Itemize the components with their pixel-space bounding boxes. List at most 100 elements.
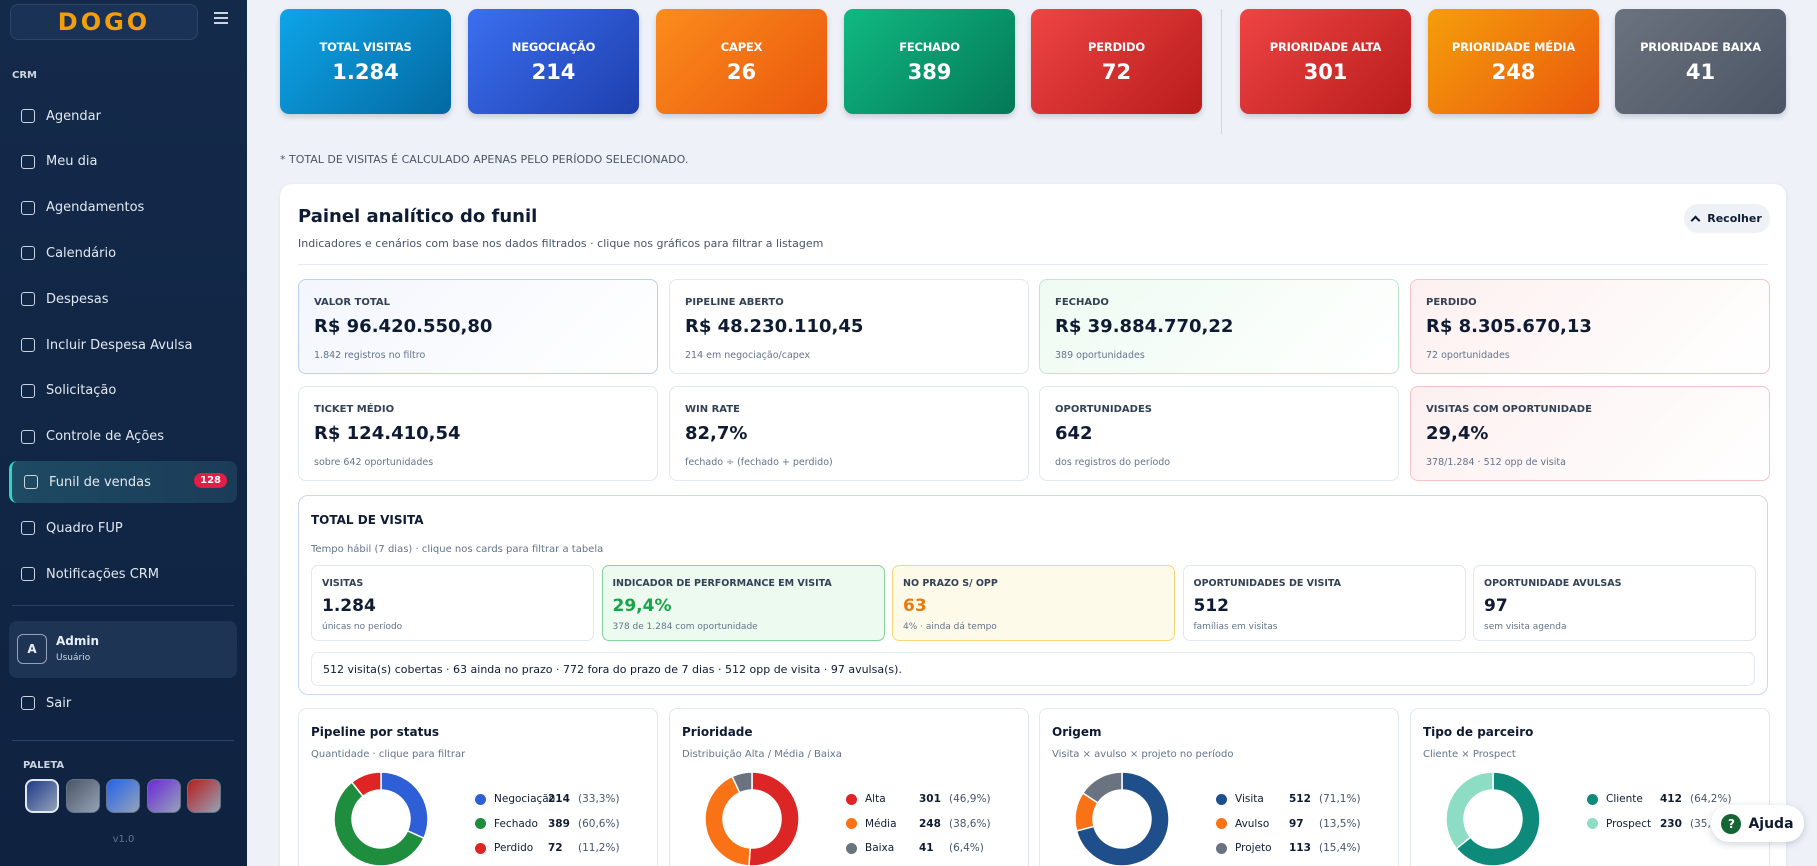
menu-item[interactable]: Quadro FUP <box>9 507 237 549</box>
donut-segment[interactable] <box>1445 771 1494 850</box>
legend-item[interactable]: Perdido 72 (11,2%) <box>475 842 620 854</box>
donut[interactable] <box>1411 709 1771 866</box>
kpi-card[interactable]: PERDIDO 72 <box>1031 9 1202 114</box>
legend-dot <box>1216 842 1227 854</box>
metric-value: 642 <box>1055 423 1093 444</box>
donut-segment[interactable] <box>350 771 382 798</box>
menu-icon <box>21 567 35 581</box>
menu-item[interactable]: Incluir Despesa Avulsa <box>9 324 237 366</box>
collapse-button[interactable]: Recolher <box>1684 204 1770 233</box>
kpi-label: CAPEX <box>720 39 763 54</box>
visits-summary: 512 visita(s) cobertas · 63 ainda no pra… <box>311 652 1755 686</box>
panel-subtitle: Indicadores e cenários com base nos dado… <box>298 237 824 250</box>
kpi-card[interactable]: TOTAL VISITAS 1.284 <box>280 9 451 114</box>
legend-value: 97 <box>1289 817 1304 830</box>
menu-item[interactable]: Meu dia <box>9 141 237 183</box>
palette-swatch[interactable] <box>65 779 100 813</box>
kpi-card[interactable]: PRIORIDADE BAIXA 41 <box>1615 9 1786 114</box>
metric-label: OPORTUNIDADES <box>1055 404 1152 415</box>
legend-item[interactable]: Cliente 412 (64,2%) <box>1587 793 1732 805</box>
badge: 128 <box>194 473 227 489</box>
palette-swatch[interactable] <box>187 779 221 813</box>
legend-item[interactable]: Fechado 389 (60,6%) <box>475 818 620 830</box>
donut-segment[interactable] <box>1455 771 1541 866</box>
legend-name: Projeto <box>1235 842 1272 854</box>
visit-label: INDICADOR DE PERFORMANCE EM VISITA <box>612 578 832 589</box>
legend-name: Média <box>865 817 897 830</box>
visit-card[interactable]: INDICADOR DE PERFORMANCE EM VISITA 29,4% 3… <box>601 565 885 641</box>
menu-item[interactable]: Despesas <box>9 278 237 320</box>
legend-name: Fechado <box>494 817 538 830</box>
donut-segment[interactable] <box>380 771 429 840</box>
donut-segment[interactable] <box>748 771 800 866</box>
visit-card[interactable]: OPORTUNIDADES DE VISITA 512 famílias em vi… <box>1182 565 1466 641</box>
kpi-value: 214 <box>531 59 576 84</box>
donut-segment[interactable] <box>1075 771 1170 866</box>
palette-swatch[interactable] <box>25 779 59 813</box>
menu-icon <box>24 475 38 490</box>
menu-item[interactable]: Funil de vendas 128 <box>9 461 237 504</box>
legend-dot <box>1587 793 1598 805</box>
legend-value: 230 <box>1660 817 1682 830</box>
kpi-value: 1.284 <box>332 59 399 84</box>
donut-segment[interactable] <box>1081 771 1123 804</box>
visit-card[interactable]: NO PRAZO S/ OPP 63 4% · ainda dá tempo <box>892 565 1175 641</box>
help-button[interactable]: ? Ajuda <box>1711 805 1804 842</box>
legend-item[interactable]: Visita 512 (71,1%) <box>1216 793 1361 805</box>
menu-item[interactable]: Calendário <box>9 232 237 274</box>
metric-sub: 389 oportunidades <box>1055 350 1145 361</box>
legend-dot <box>846 793 857 805</box>
legend-pct: (11,2%) <box>578 842 620 854</box>
user-card[interactable]: A Admin Usuário <box>9 621 237 678</box>
legend-item[interactable]: Negociação 214 (33,3%) <box>475 793 620 805</box>
palette-swatch[interactable] <box>106 779 140 813</box>
visit-label: VISITAS <box>322 578 364 589</box>
chart-subtitle: Distribuição Alta / Média / Baixa <box>682 749 842 760</box>
menu-item[interactable]: Controle de Ações <box>9 416 237 458</box>
chart-subtitle: Quantidade · clique para filtrar <box>311 749 466 760</box>
kpi-card[interactable]: NEGOCIAÇÃO 214 <box>468 9 639 114</box>
legend-name: Prospect <box>1606 817 1652 830</box>
visit-sub: famílias em visitas <box>1193 622 1278 632</box>
menu-item[interactable]: Agendamentos <box>9 187 237 229</box>
visit-sub: únicas no período <box>322 622 403 632</box>
legend-name: Negociação <box>494 793 556 805</box>
legend-item[interactable]: Alta 301 (46,9%) <box>846 793 991 805</box>
palette-swatch[interactable] <box>146 779 181 813</box>
kpi-card[interactable]: PRIORIDADE MÉDIA 248 <box>1428 9 1599 114</box>
legend-pct: (15,4%) <box>1319 842 1361 854</box>
legend-item[interactable]: Projeto 113 (15,4%) <box>1216 842 1361 854</box>
visit-card[interactable]: OPORTUNIDADE AVULSAS 97 sem visita agenda <box>1473 565 1756 641</box>
visit-sub: 378 de 1.284 com oportunidade <box>612 622 758 632</box>
donut-segment[interactable] <box>731 771 753 794</box>
user-role: Usuário <box>56 653 91 663</box>
kpi-card[interactable]: PRIORIDADE ALTA 301 <box>1240 9 1411 114</box>
caret-icon <box>1690 215 1701 225</box>
menu-item[interactable]: Solicitação <box>9 370 237 412</box>
sidebar: DOGO CRM Agendar Meu dia Agendamentos Calendá… <box>0 0 247 866</box>
kpi-card[interactable]: CAPEX 26 <box>656 9 827 114</box>
legend-item[interactable]: Média 248 (38,6%) <box>846 818 991 830</box>
separator <box>12 605 234 606</box>
visit-card[interactable]: VISITAS 1.284 únicas no período <box>311 565 594 641</box>
help-icon: ? <box>1721 813 1742 834</box>
legend-item[interactable]: Avulso 97 (13,5%) <box>1216 818 1361 830</box>
menu-label: Controle de Ações <box>46 429 165 445</box>
visit-value: 97 <box>1484 596 1508 616</box>
legend-pct: (64,2%) <box>1690 793 1732 805</box>
logo[interactable]: DOGO <box>10 4 198 40</box>
donut[interactable] <box>1040 709 1400 866</box>
logout[interactable]: Sair <box>9 682 237 724</box>
separator <box>12 740 234 741</box>
user-name: Admin <box>56 634 100 648</box>
menu-toggle[interactable] <box>214 12 228 24</box>
kpi-card[interactable]: FECHADO 389 <box>844 9 1015 114</box>
kpi-label: TOTAL VISITAS <box>319 39 412 54</box>
menu-item[interactable]: Agendar <box>9 95 237 137</box>
metric-label: FECHADO <box>1055 297 1109 308</box>
legend-item[interactable]: Baixa 41 (6,4%) <box>846 842 984 854</box>
visit-label: OPORTUNIDADE AVULSAS <box>1484 578 1622 589</box>
menu-item[interactable]: Notificações CRM <box>9 553 237 595</box>
kpi-label: PRIORIDADE ALTA <box>1269 39 1382 54</box>
